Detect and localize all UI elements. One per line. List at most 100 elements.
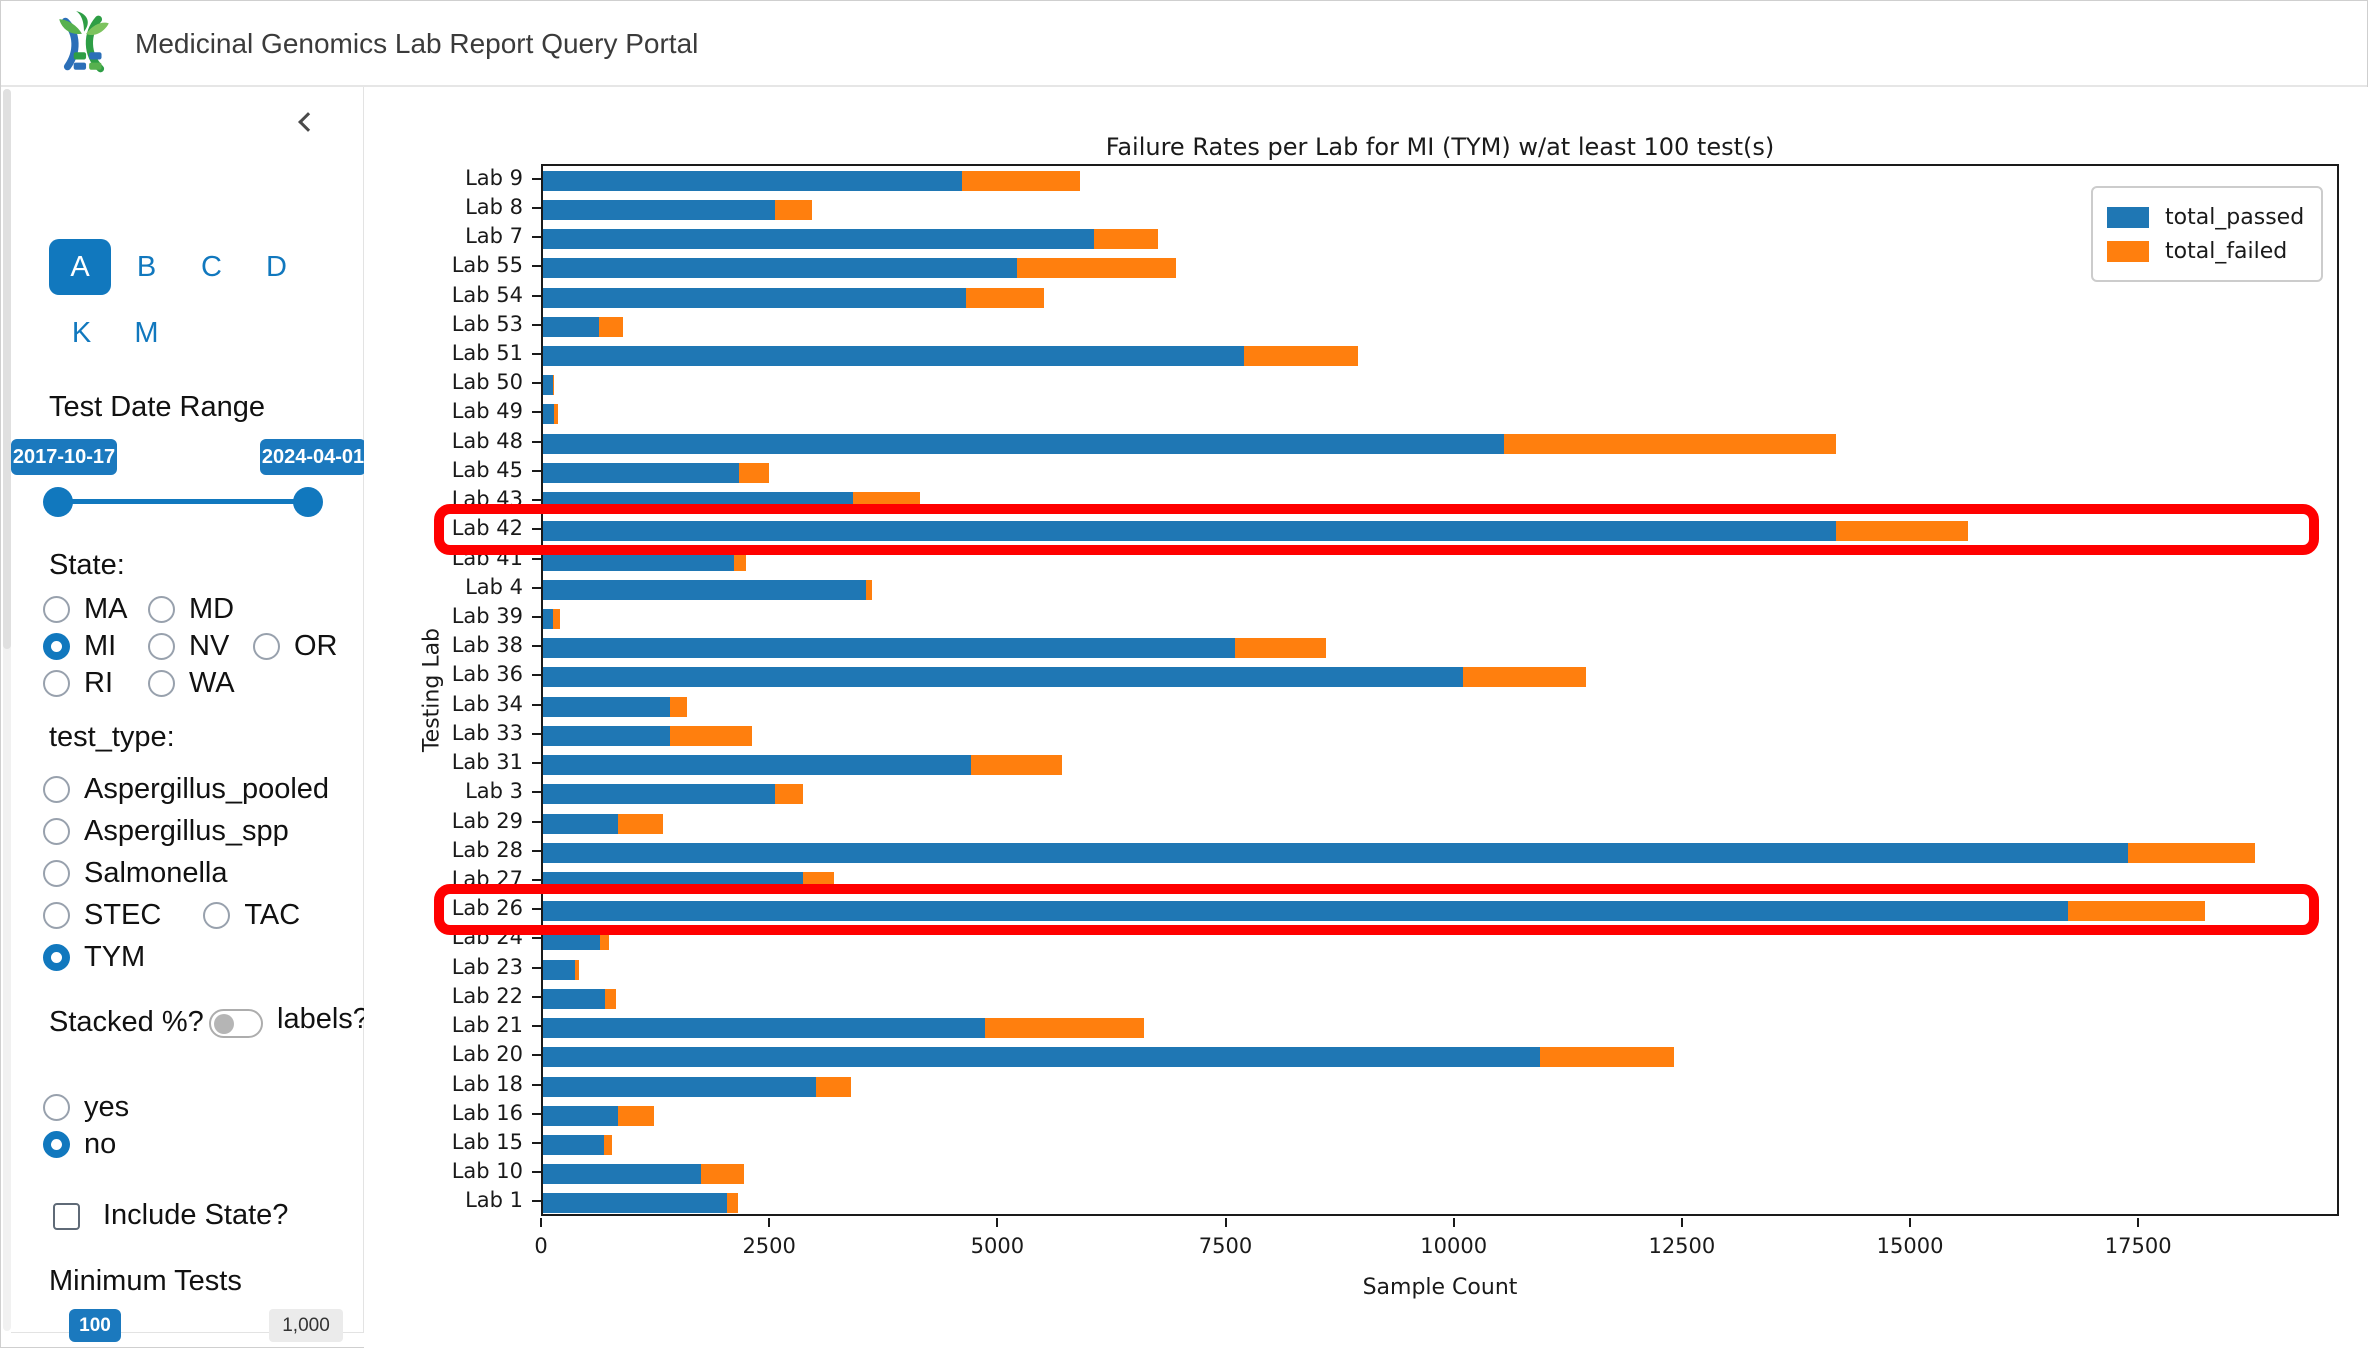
y-tick-mark bbox=[532, 586, 541, 589]
test-type-option-tac[interactable]: TAC bbox=[203, 899, 340, 932]
bar-row-lab-33 bbox=[543, 725, 2337, 746]
test-type-option-salmonella[interactable]: Salmonella bbox=[43, 857, 267, 890]
date-range-end-badge: 2024-04-01 bbox=[260, 439, 366, 475]
date-range-handle-start[interactable] bbox=[43, 487, 73, 517]
chart-title: Failure Rates per Lab for MI (TYM) w/at … bbox=[1105, 133, 1775, 161]
chevron-left-icon bbox=[298, 112, 318, 132]
bar-failed-segment bbox=[961, 170, 1081, 191]
test-type-row-5: TYM bbox=[43, 941, 187, 974]
radio-icon bbox=[43, 944, 70, 971]
tab-c[interactable]: C bbox=[201, 251, 222, 283]
include-state-label: Include State? bbox=[103, 1199, 289, 1231]
bar-row-lab-9 bbox=[543, 170, 2337, 191]
y-tick-mark bbox=[532, 645, 541, 648]
test-type-label: test_type: bbox=[49, 721, 175, 753]
labels-toggle[interactable] bbox=[209, 1009, 263, 1038]
y-tick-mark bbox=[532, 878, 541, 881]
bar-failed-segment bbox=[734, 550, 747, 571]
bar-row-lab-29 bbox=[543, 813, 2337, 834]
y-tick-mark bbox=[532, 762, 541, 765]
state-option-mi[interactable]: MI bbox=[43, 630, 146, 663]
bar-row-lab-39 bbox=[543, 608, 2337, 629]
bar-failed-segment bbox=[604, 1134, 613, 1155]
bar-passed-segment bbox=[543, 1105, 618, 1126]
bar-failed-segment bbox=[670, 725, 753, 746]
bar-passed-segment bbox=[543, 988, 605, 1009]
tab-k[interactable]: K bbox=[71, 317, 92, 349]
bar-passed-segment bbox=[543, 755, 971, 776]
y-tick-mark bbox=[532, 469, 541, 472]
bar-passed-segment bbox=[543, 433, 1504, 454]
scrollbar-thumb[interactable] bbox=[3, 89, 11, 649]
y-tick-label: Lab 54 bbox=[451, 282, 523, 307]
bar-row-lab-34 bbox=[543, 696, 2337, 717]
tab-b[interactable]: B bbox=[136, 251, 157, 283]
state-option-or[interactable]: OR bbox=[253, 630, 356, 663]
test-type-option-aspergillus_pooled[interactable]: Aspergillus_pooled bbox=[43, 773, 369, 806]
sidebar-collapse-button[interactable] bbox=[295, 111, 321, 137]
stacked-option-yes[interactable]: yes bbox=[43, 1091, 169, 1124]
bar-failed-segment bbox=[2068, 901, 2205, 922]
radio-icon bbox=[43, 860, 70, 887]
tab-d[interactable]: D bbox=[266, 251, 287, 283]
y-tick-mark bbox=[532, 1141, 541, 1144]
radio-icon bbox=[203, 902, 231, 929]
sidebar-scrollbar[interactable] bbox=[3, 89, 11, 1331]
y-tick-label: Lab 23 bbox=[451, 954, 523, 979]
y-tick-mark bbox=[532, 1200, 541, 1203]
date-range-label: Test Date Range bbox=[49, 391, 266, 423]
state-option-nv[interactable]: NV bbox=[148, 630, 251, 663]
test-type-row-3: Salmonella bbox=[43, 857, 269, 890]
legend-swatch-total_passed bbox=[2107, 206, 2149, 228]
y-tick-mark bbox=[532, 966, 541, 969]
tab-a[interactable]: A bbox=[49, 239, 111, 295]
date-range-handle-end[interactable] bbox=[293, 487, 323, 517]
state-option-label: MD bbox=[189, 593, 235, 625]
legend-label: total_failed bbox=[2165, 238, 2288, 264]
bar-failed-segment bbox=[2127, 842, 2256, 863]
state-option-wa[interactable]: WA bbox=[148, 667, 251, 700]
y-tick-label: Lab 28 bbox=[451, 837, 523, 862]
bar-passed-segment bbox=[543, 871, 803, 892]
y-tick-label: Lab 15 bbox=[451, 1129, 523, 1154]
bar-failed-segment bbox=[971, 755, 1063, 776]
bar-row-lab-45 bbox=[543, 462, 2337, 483]
minimum-tests-value-badge: 100 bbox=[69, 1309, 121, 1342]
y-tick-label: Lab 8 bbox=[465, 194, 523, 219]
y-tick-mark bbox=[532, 995, 541, 998]
test-type-option-tym[interactable]: TYM bbox=[43, 941, 185, 974]
state-label: State: bbox=[49, 549, 125, 581]
state-option-ri[interactable]: RI bbox=[43, 667, 146, 700]
bar-passed-segment bbox=[543, 462, 739, 483]
y-tick-mark bbox=[532, 440, 541, 443]
y-tick-label: Lab 10 bbox=[451, 1159, 523, 1184]
include-state-checkbox[interactable] bbox=[53, 1203, 80, 1230]
test-type-option-aspergillus_spp[interactable]: Aspergillus_spp bbox=[43, 815, 329, 848]
bar-passed-segment bbox=[543, 725, 671, 746]
tab-m[interactable]: M bbox=[134, 317, 159, 349]
bar-failed-segment bbox=[1016, 258, 1176, 279]
chart-legend: total_passed total_failed bbox=[2091, 186, 2323, 282]
test-type-option-stec[interactable]: STEC bbox=[43, 899, 201, 932]
y-tick-label: Lab 41 bbox=[451, 545, 523, 570]
y-tick-label: Lab 22 bbox=[451, 983, 523, 1008]
y-tick-label: Lab 21 bbox=[451, 1013, 523, 1038]
date-range-slider-track[interactable] bbox=[58, 499, 308, 504]
stacked-option-no[interactable]: no bbox=[43, 1128, 156, 1161]
state-option-md[interactable]: MD bbox=[148, 593, 251, 626]
y-tick-mark bbox=[532, 674, 541, 677]
bar-passed-segment bbox=[543, 316, 600, 337]
y-tick-mark bbox=[532, 294, 541, 297]
radio-icon bbox=[148, 633, 175, 660]
bar-row-lab-31 bbox=[543, 755, 2337, 776]
y-tick-label: Lab 9 bbox=[465, 165, 523, 190]
stacked-option-label: yes bbox=[84, 1091, 130, 1123]
legend-swatch-total_failed bbox=[2107, 240, 2149, 262]
page-title: Medicinal Genomics Lab Report Query Port… bbox=[135, 28, 699, 59]
bar-passed-segment bbox=[543, 287, 967, 308]
bar-passed-segment bbox=[543, 930, 601, 951]
state-option-ma[interactable]: MA bbox=[43, 593, 146, 626]
